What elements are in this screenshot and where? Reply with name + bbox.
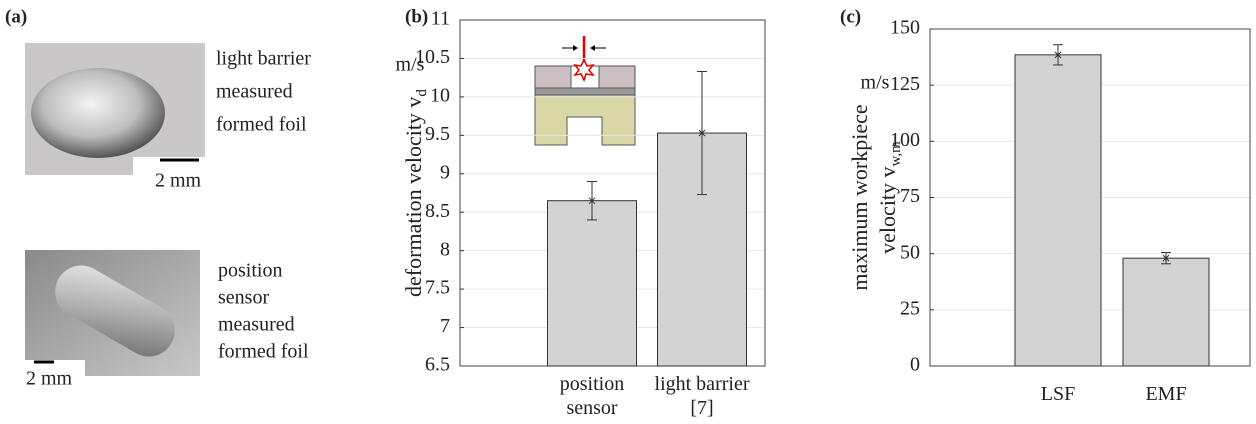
y-tick-label: 11 (431, 8, 450, 30)
bar (1123, 258, 1209, 366)
scale-label: 2 mm (26, 368, 73, 390)
figure: (a) light barrier measured formed foil 2 mm p… (0, 0, 1256, 424)
y-tick-label: 150 (890, 17, 920, 39)
photo-bottom (25, 250, 200, 380)
y-axis-label-text: maximum workpiece (847, 104, 872, 290)
y-tick-label: 9 (440, 161, 450, 183)
y-tick-label: 75 (900, 185, 920, 207)
x-tick-label: position sensor (542, 372, 642, 420)
y-tick-label: 0 (910, 354, 920, 376)
y-tick-label: 6.5 (425, 354, 450, 376)
x-tick-label-box: light barrier [7] (647, 372, 757, 424)
y-tick-label: 25 (900, 297, 920, 319)
y-tick-label: 7.5 (425, 277, 450, 299)
photo-top (25, 43, 213, 179)
y-axis-label: maximum workpiece (847, 104, 872, 290)
unit-label: m/s (396, 54, 425, 76)
bar (1015, 55, 1101, 366)
caption: formed foil (218, 341, 309, 363)
scale-label: 2 mm (155, 170, 202, 192)
y-axis-label-sub: w,m (888, 141, 904, 167)
y-axis-label-text: velocity v (875, 166, 900, 253)
panel-label: (a) (5, 6, 27, 27)
inset-diagram (535, 36, 635, 145)
x-tick-label-box: position sensor (537, 372, 647, 424)
y-tick-label: 50 (900, 241, 920, 263)
caption: sensor (218, 287, 269, 309)
caption: formed foil (216, 114, 307, 136)
x-tick-label-box: LSF (1003, 382, 1113, 424)
caption: light barrier (216, 48, 311, 70)
panel-label: (b) (405, 6, 428, 27)
x-tick-label: LSF (1003, 382, 1113, 406)
caption: measured (218, 314, 295, 336)
caption: measured (216, 81, 293, 103)
x-tick-label: EMF (1111, 382, 1221, 406)
unit-label: m/s (861, 72, 890, 94)
y-tick-label: 7 (440, 315, 450, 337)
y-tick-label: 8 (440, 238, 450, 260)
y-axis-label-text: deformation velocity v (401, 97, 426, 297)
x-tick-label-box: EMF (1111, 382, 1221, 424)
y-tick-label: 8.5 (425, 200, 450, 222)
y-tick-label: 125 (890, 73, 920, 95)
caption: position (218, 260, 282, 282)
y-axis-label: deformation velocity vd (401, 89, 430, 297)
panel-label: (c) (840, 6, 861, 27)
x-tick-label: light barrier [7] (652, 372, 752, 420)
y-tick-label: 10 (430, 84, 450, 106)
bar (548, 201, 637, 366)
y-axis-label: velocity vw,m (875, 141, 904, 254)
y-tick-label: 9.5 (425, 123, 450, 145)
y-axis-label-sub: d (414, 89, 430, 97)
